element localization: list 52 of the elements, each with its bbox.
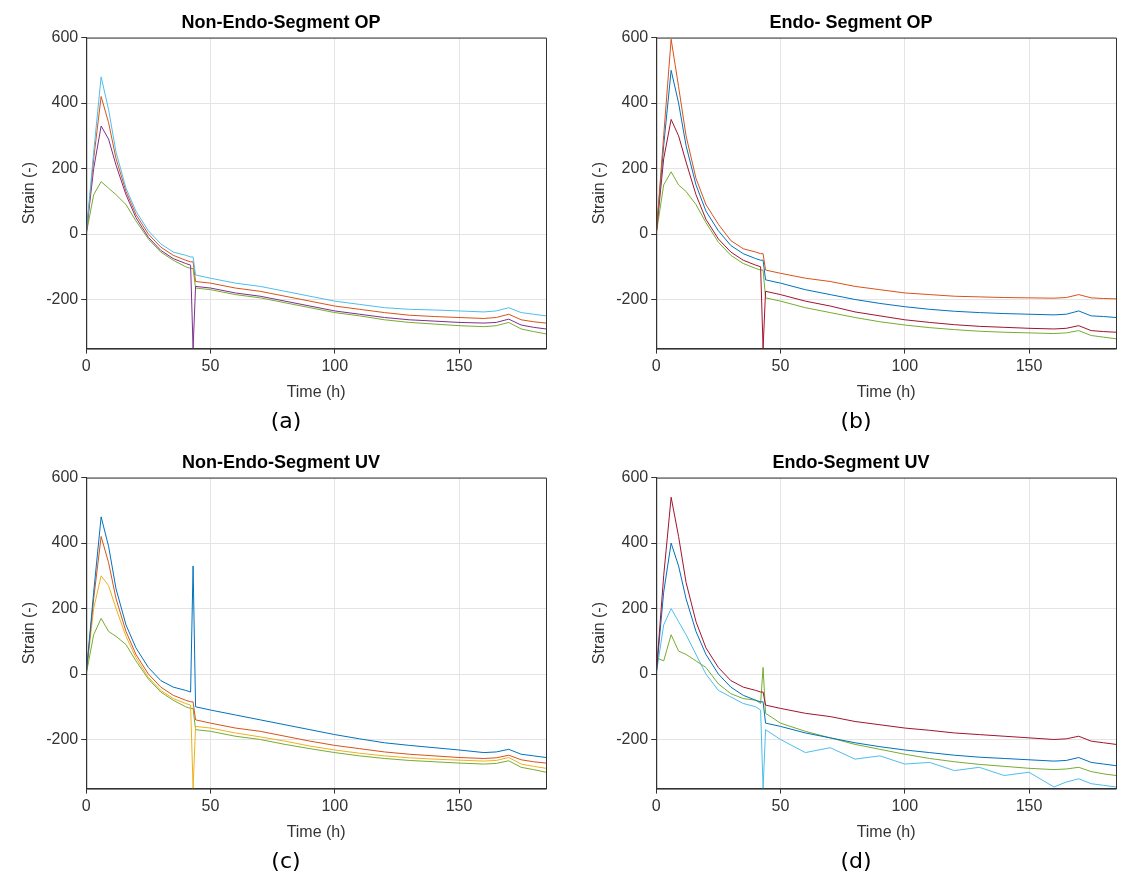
y-tick-label: 0 xyxy=(639,664,649,682)
chart-title: Non-Endo-Segment UV xyxy=(182,451,380,472)
y-tick-label: 400 xyxy=(51,533,79,551)
x-axis-title: Time (h) xyxy=(286,382,346,400)
x-tick-label: 50 xyxy=(771,796,790,814)
text: (d) xyxy=(839,848,873,873)
text: (b) xyxy=(839,408,873,433)
x-tick-label: 0 xyxy=(81,356,91,374)
y-tick-label: 400 xyxy=(621,533,649,551)
y-tick-label: 600 xyxy=(51,28,79,46)
x-tick-label: 150 xyxy=(445,356,473,374)
x-tick-label: 100 xyxy=(321,356,349,374)
y-axis-title: Strain (-) xyxy=(20,601,38,665)
x-tick-label: 50 xyxy=(201,796,220,814)
x-tick-label: 100 xyxy=(321,796,349,814)
chart-title: Endo- Segment OP xyxy=(769,11,933,32)
text: (a) xyxy=(269,408,303,433)
y-axis-title: Strain (-) xyxy=(20,161,38,225)
y-axis-title: Strain (-) xyxy=(590,601,608,665)
x-tick-label: 50 xyxy=(201,356,220,374)
chart-title: Non-Endo-Segment OP xyxy=(181,11,381,32)
y-tick-label: 400 xyxy=(51,93,79,111)
y-tick-label: 200 xyxy=(51,598,79,616)
y-tick-label: 0 xyxy=(69,224,79,242)
x-tick-label: 150 xyxy=(1015,356,1043,374)
y-tick-label: 200 xyxy=(621,598,649,616)
y-tick-label: 600 xyxy=(621,468,649,486)
x-tick-label: 100 xyxy=(891,356,919,374)
x-axis-title: Time (h) xyxy=(286,822,346,840)
y-tick-label: 0 xyxy=(639,224,649,242)
y-tick-label: -200 xyxy=(616,289,649,307)
x-tick-label: 0 xyxy=(651,356,661,374)
y-tick-label: 400 xyxy=(621,93,649,111)
y-tick-label: 600 xyxy=(621,28,649,46)
text: (c) xyxy=(270,848,302,873)
y-tick-label: 0 xyxy=(69,664,79,682)
x-axis-title: Time (h) xyxy=(856,822,916,840)
x-tick-label: 150 xyxy=(1015,796,1043,814)
x-tick-label: 0 xyxy=(81,796,91,814)
x-tick-label: 0 xyxy=(651,796,661,814)
y-tick-label: -200 xyxy=(616,729,649,747)
x-tick-label: 100 xyxy=(891,796,919,814)
x-tick-label: 150 xyxy=(445,796,473,814)
y-tick-label: 200 xyxy=(621,158,649,176)
chart-title: Endo-Segment UV xyxy=(772,451,930,472)
y-tick-label: 200 xyxy=(51,158,79,176)
x-tick-label: 50 xyxy=(771,356,790,374)
x-axis-title: Time (h) xyxy=(856,382,916,400)
y-tick-label: -200 xyxy=(46,289,79,307)
y-axis-title: Strain (-) xyxy=(590,161,608,225)
y-tick-label: 600 xyxy=(51,468,79,486)
y-tick-label: -200 xyxy=(46,729,79,747)
